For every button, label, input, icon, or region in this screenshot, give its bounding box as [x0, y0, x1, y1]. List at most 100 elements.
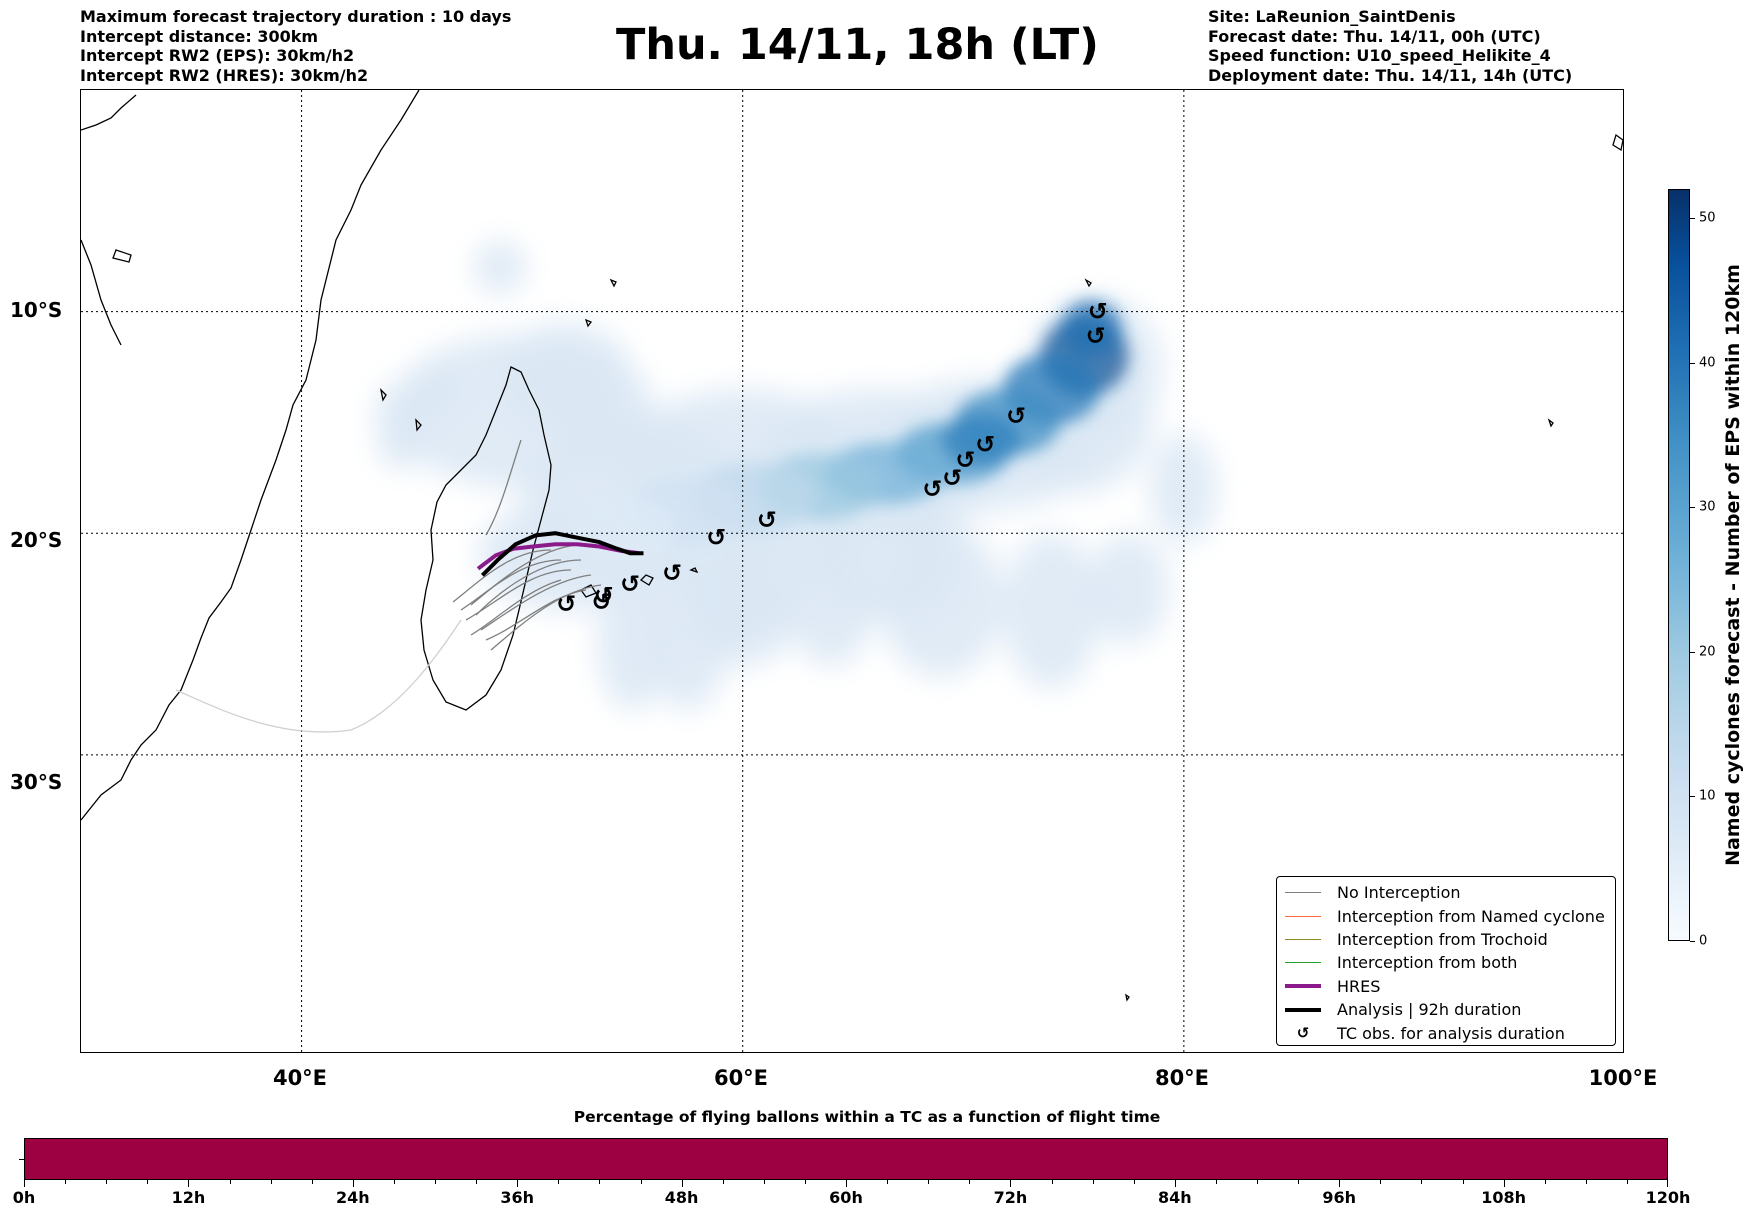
lon-label-40e: 40°E [272, 1066, 328, 1090]
mayotte-island [415, 418, 422, 432]
map-panel[interactable]: ↺ ↺ ↺ ↺ ↺ ↺ ↺ ↺ ↺ ↺ ↺ ↺ ↺ ↺ [80, 89, 1624, 1053]
colorbar-tick [1690, 217, 1695, 219]
legend-label: Interception from Trochoid [1337, 929, 1548, 949]
density-envelope-blob [1002, 533, 1101, 689]
legend-item-no-interception: No Interception [1285, 881, 1615, 904]
ensemble-track [490, 584, 602, 651]
ensemble-track [475, 559, 582, 616]
ensemble-track [470, 544, 577, 606]
coastlines [81, 90, 1623, 1002]
site-info: Site: LaReunion_SaintDenis Forecast date… [1208, 7, 1572, 85]
colorbar-tick [1690, 651, 1695, 653]
colorbar-tick [1690, 507, 1695, 509]
legend-label: TC obs. for analysis duration [1337, 1023, 1565, 1043]
tc-observations: ↺↺↺↺↺↺↺↺↺↺↺↺↺↺ [556, 298, 1108, 619]
bar-tick-label: 0h [12, 1188, 36, 1207]
legend-line-icon [1285, 915, 1321, 917]
colorbar-tick-label: 10 [1699, 788, 1716, 804]
seychelles-island-2 [584, 318, 593, 328]
tc-obs-marker: ↺ [1088, 298, 1108, 326]
bar-minor-tick [558, 1180, 560, 1184]
page-title: Thu. 14/11, 18h (LT) [616, 20, 1099, 70]
forecast-parameters: Maximum forecast trajectory duration : 1… [80, 7, 511, 85]
colorbar-tick-label: 0 [1699, 933, 1708, 949]
param-duration: Maximum forecast trajectory duration : 1… [80, 7, 512, 26]
bar-minor-tick [435, 1180, 436, 1184]
bar-minor-tick [1051, 1180, 1053, 1184]
param-intercept-distance: Intercept distance: 300km [80, 26, 319, 46]
ensemble-track [460, 559, 562, 611]
map-canvas: ↺↺↺↺↺↺↺↺↺↺↺↺↺↺ [81, 90, 1623, 1052]
legend-label: Interception from Named cyclone [1337, 906, 1605, 926]
bar-minor-tick [763, 1180, 765, 1184]
density-colorbar [1668, 189, 1690, 941]
legend-label: No Interception [1337, 883, 1461, 903]
tc-obs-marker: ↺ [942, 464, 962, 492]
ensemble-track [452, 549, 552, 603]
speed-function: Speed function: U10_speed_Helikite_4 [1208, 46, 1551, 65]
bar-tick-label: 72h [993, 1188, 1028, 1207]
tc-obs-marker: ↺ [591, 588, 611, 616]
lon-label-100e: 100°E [1588, 1066, 1658, 1090]
bar-minor-tick [1092, 1180, 1094, 1184]
analysis-track [480, 531, 644, 577]
colorbar-tick-label: 50 [1699, 210, 1716, 226]
legend-label: HRES [1337, 976, 1381, 996]
bar-minor-tick [106, 1180, 108, 1184]
lon-label-80e: 80°E [1154, 1066, 1210, 1090]
bar-major-tick [846, 1180, 847, 1187]
comoros-island [379, 388, 387, 402]
tc-obs-marker: ↺ [706, 524, 726, 552]
deployment-date: Deployment date: Thu. 14/11, 14h (UTC) [1208, 65, 1573, 85]
map-legend: No Interception Interception from Named … [1276, 876, 1616, 1046]
bar-tick-label: 48h [664, 1188, 699, 1207]
bar-major-tick [681, 1180, 683, 1187]
density-core-blob [941, 413, 1021, 467]
bar-minor-tick [147, 1180, 149, 1184]
bar-minor-tick [887, 1180, 889, 1184]
bar-major-tick [517, 1180, 519, 1187]
legend-item-named-cyclone: Interception from Named cyclone [1285, 904, 1615, 927]
bar-major-tick [1174, 1180, 1176, 1187]
tc-obs-marker: ↺ [594, 581, 614, 609]
tc-obs-marker: ↺ [975, 431, 995, 459]
africa-coastline [81, 90, 420, 821]
flight-time-bar-title: Percentage of flying ballons within a TC… [573, 1108, 1161, 1126]
cyclone-symbol-icon: ↺ [1296, 1024, 1310, 1043]
bar-tick-label: 60h [829, 1188, 863, 1207]
legend-item-hres: HRES [1285, 975, 1615, 998]
seychelles-island [609, 278, 617, 288]
density-core [568, 300, 1129, 563]
bar-minor-tick [1257, 1180, 1258, 1184]
param-intercept-eps: Intercept RW2 (EPS): 30km/h2 [80, 46, 355, 65]
bar-tick-label: 84h [1157, 1188, 1192, 1207]
seychelles-outer [1084, 278, 1092, 288]
density-envelope-blob [1150, 433, 1217, 545]
graticule [81, 90, 1623, 1052]
density-envelope-blob [676, 511, 809, 645]
bar-major-tick [1503, 1180, 1505, 1187]
madagascar-coastline [420, 366, 552, 711]
tc-obs-marker: ↺ [662, 559, 682, 587]
tc-obs-marker: ↺ [620, 570, 640, 598]
bar-minor-tick [599, 1180, 601, 1184]
density-core-blob [1060, 300, 1123, 359]
density-envelope-blob [500, 322, 633, 434]
bar-minor-tick [311, 1180, 313, 1184]
lat-label-30s: 30°S [10, 770, 63, 794]
colorbar-tick-label: 40 [1699, 355, 1716, 371]
legend-line-icon [1285, 892, 1321, 894]
bar-tick-label: 108h [1481, 1188, 1526, 1207]
bar-minor-tick [65, 1180, 67, 1184]
bar-minor-tick [1544, 1180, 1546, 1184]
legend-line-icon [1285, 984, 1321, 989]
lat-label-10s: 10°S [10, 298, 63, 322]
mauritius-island [639, 574, 654, 586]
tc-obs-marker: ↺ [757, 506, 777, 534]
bar-major-tick [1010, 1180, 1012, 1187]
param-intercept-hres: Intercept RW2 (HRES): 30km/h2 [80, 65, 369, 85]
colorbar-tick [1690, 362, 1695, 364]
tc-obs-marker: ↺ [1006, 402, 1026, 430]
trajectories [175, 439, 644, 733]
colorbar-title: Named cyclones forecast - Number of EPS … [1722, 264, 1744, 866]
